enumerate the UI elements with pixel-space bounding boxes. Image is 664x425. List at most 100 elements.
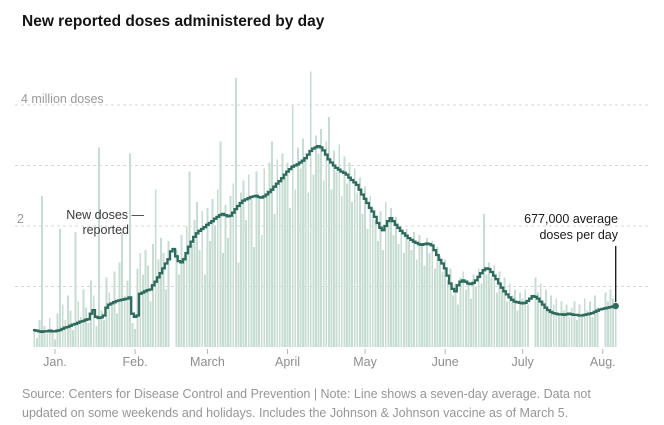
bar bbox=[152, 244, 155, 347]
bar bbox=[451, 295, 454, 347]
bar bbox=[392, 235, 395, 347]
bar bbox=[304, 159, 307, 347]
bar bbox=[139, 253, 142, 347]
bar bbox=[364, 186, 366, 347]
bar bbox=[565, 304, 568, 347]
bar bbox=[289, 207, 292, 347]
bar bbox=[178, 274, 180, 347]
bar bbox=[418, 235, 421, 347]
bar bbox=[263, 168, 266, 347]
bar bbox=[369, 195, 372, 348]
bar bbox=[286, 162, 289, 347]
bar bbox=[594, 295, 596, 347]
bar bbox=[69, 310, 72, 347]
bar bbox=[149, 301, 152, 347]
bar bbox=[366, 229, 369, 347]
bar bbox=[408, 241, 410, 347]
bar bbox=[343, 156, 346, 347]
bar bbox=[519, 292, 522, 348]
bar bbox=[144, 250, 147, 347]
bar bbox=[464, 289, 467, 347]
bar bbox=[609, 289, 612, 347]
bar bbox=[193, 219, 196, 347]
bar bbox=[423, 265, 426, 347]
end-dot bbox=[612, 302, 619, 310]
bar bbox=[333, 150, 335, 347]
bar bbox=[330, 189, 333, 347]
bar bbox=[296, 147, 299, 347]
bar bbox=[545, 289, 547, 347]
bar bbox=[340, 195, 343, 348]
bar bbox=[157, 259, 160, 347]
bar bbox=[498, 271, 501, 347]
month-label: April bbox=[275, 355, 301, 369]
bar bbox=[614, 304, 617, 347]
bar bbox=[43, 325, 46, 347]
bar bbox=[291, 105, 294, 347]
bar bbox=[563, 310, 565, 347]
bar bbox=[103, 319, 105, 347]
bar bbox=[281, 153, 284, 347]
bar bbox=[415, 259, 418, 347]
bar bbox=[206, 207, 209, 347]
bar bbox=[420, 244, 423, 347]
annotation-new-doses-line1: New doses — bbox=[66, 208, 144, 222]
bar bbox=[214, 226, 217, 347]
bar bbox=[405, 229, 408, 347]
bar bbox=[377, 241, 379, 347]
month-label: July bbox=[511, 355, 534, 369]
bar bbox=[335, 171, 338, 347]
annotation-average-line1: 677,000 average bbox=[524, 212, 618, 226]
bar bbox=[85, 307, 87, 347]
bar bbox=[309, 71, 312, 347]
bar bbox=[237, 262, 240, 347]
source-note-line1: Source: Centers for Disease Control and … bbox=[22, 387, 591, 401]
bar bbox=[105, 277, 108, 347]
bar bbox=[542, 301, 545, 347]
bar bbox=[526, 304, 529, 347]
bar bbox=[604, 292, 607, 348]
bar bbox=[48, 318, 51, 347]
bar bbox=[387, 223, 390, 347]
bar bbox=[250, 198, 253, 347]
bars-group bbox=[33, 71, 617, 348]
bar bbox=[516, 310, 519, 347]
bar bbox=[196, 201, 199, 347]
y-axis-label-4-million: 4 million doses bbox=[21, 92, 104, 106]
bar bbox=[227, 238, 230, 347]
bar bbox=[433, 268, 436, 348]
bar bbox=[95, 325, 98, 347]
month-label: June bbox=[431, 355, 459, 369]
bar bbox=[439, 256, 441, 348]
bar bbox=[457, 304, 460, 347]
bar bbox=[201, 210, 204, 347]
bar bbox=[59, 229, 62, 347]
bar bbox=[557, 313, 560, 347]
bar bbox=[260, 235, 263, 347]
bar bbox=[307, 192, 310, 347]
bar bbox=[253, 247, 255, 347]
bar bbox=[141, 274, 144, 347]
bar bbox=[134, 328, 137, 347]
annotation-average-line2: doses per day bbox=[539, 227, 618, 242]
bar bbox=[33, 328, 36, 347]
bar bbox=[495, 292, 498, 348]
bar bbox=[121, 232, 124, 347]
bar bbox=[348, 162, 351, 347]
bar bbox=[131, 322, 134, 347]
source-note-line2: updated on some weekends and holidays. I… bbox=[22, 406, 569, 420]
bar bbox=[560, 301, 563, 347]
bar bbox=[299, 168, 302, 347]
bar bbox=[397, 244, 400, 347]
bar bbox=[224, 204, 227, 347]
bar bbox=[506, 301, 509, 347]
bar bbox=[219, 141, 222, 347]
bar bbox=[268, 162, 271, 347]
bar bbox=[374, 219, 377, 347]
bar bbox=[77, 301, 80, 347]
annotation-new-doses: New doses — reported bbox=[40, 208, 144, 238]
bar bbox=[211, 198, 214, 347]
bar bbox=[482, 213, 485, 347]
bar bbox=[586, 310, 589, 347]
bar bbox=[472, 274, 475, 347]
